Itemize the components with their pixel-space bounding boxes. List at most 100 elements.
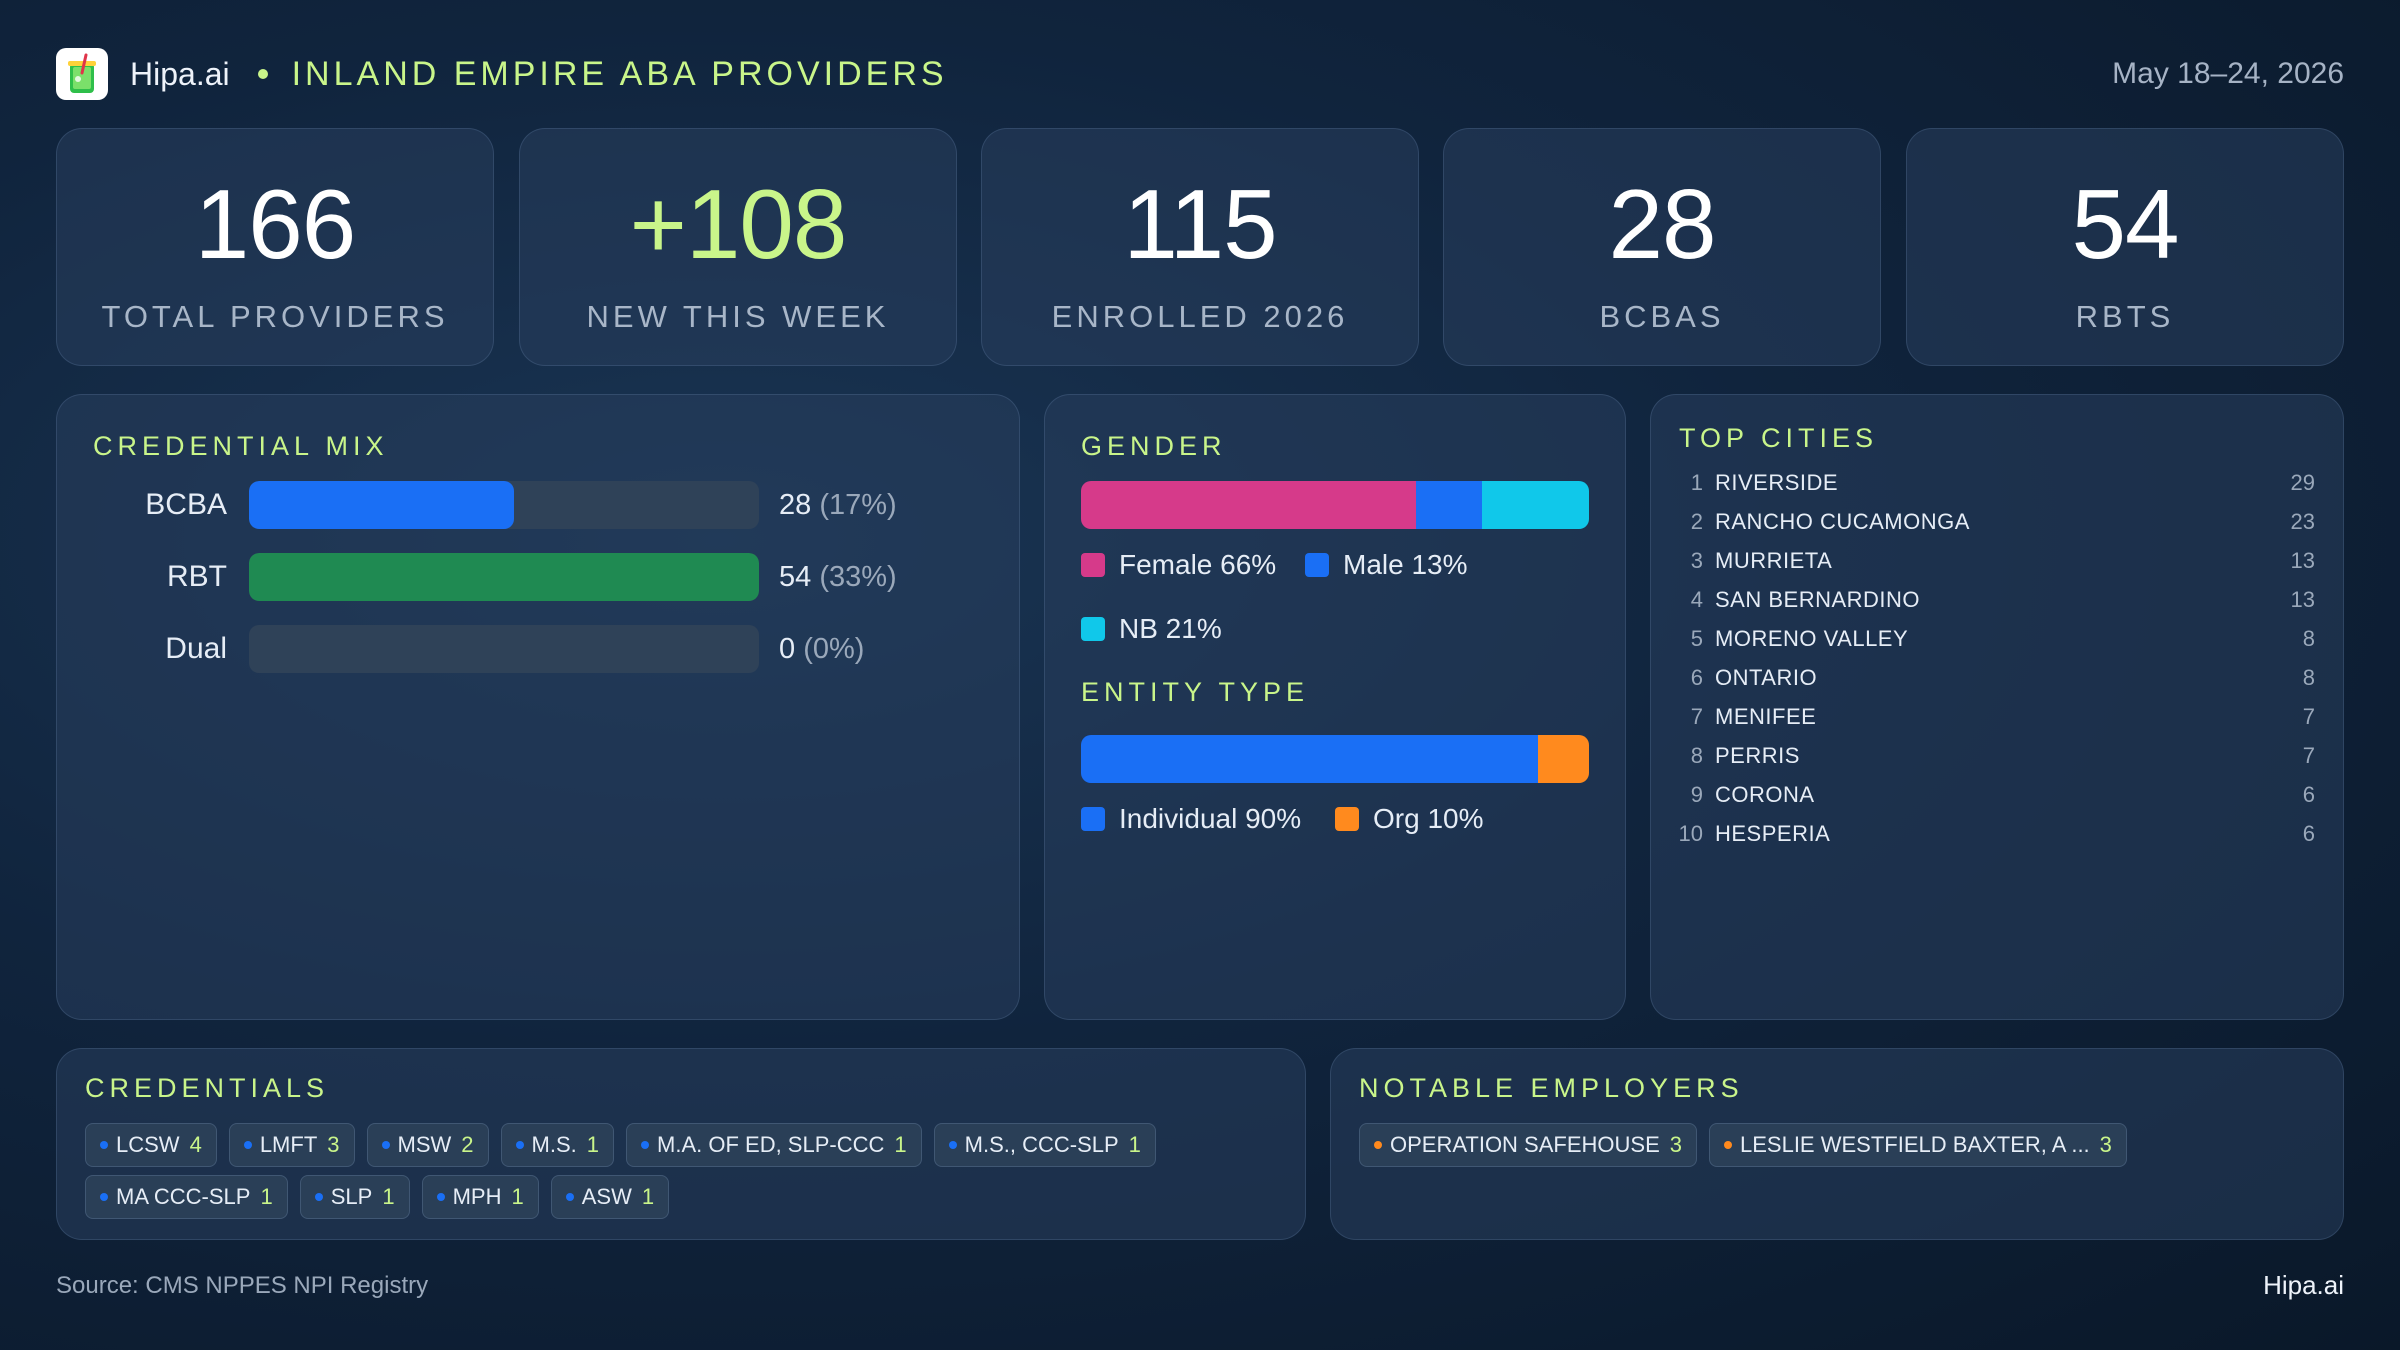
section-title: ENTITY TYPE — [1081, 677, 1310, 707]
credential-bar-track — [249, 625, 759, 673]
chip-label: M.S., CCC-SLP — [964, 1132, 1119, 1157]
chip-dot-icon — [436, 1193, 445, 1201]
chip-label: OPERATION SAFEHOUSE — [1390, 1132, 1660, 1157]
credential-count: 0 — [779, 632, 796, 665]
credential-chip: M.S., CCC-SLP 1 — [933, 1123, 1156, 1167]
chip-dot-icon — [565, 1193, 574, 1201]
chip-dot-icon — [100, 1141, 108, 1149]
chip-label: LCSW — [116, 1132, 180, 1157]
entity-type-segment — [1081, 735, 1539, 783]
credential-label: BCBA — [145, 488, 227, 521]
kpi-card-total-providers: 166 TOTAL PROVIDERS — [56, 128, 494, 366]
chip-label: ASW — [581, 1184, 632, 1209]
credential-count: 28 — [779, 488, 812, 521]
brand-name: Hipa.ai — [130, 55, 230, 92]
credential-bar-track — [249, 481, 759, 529]
city-count: 7 — [2302, 742, 2315, 768]
credential-bar-track — [249, 553, 759, 601]
city-rank: 6 — [1690, 664, 1703, 690]
legend-label: NB 21% — [1119, 613, 1222, 644]
kpi-label: BCBAS — [1599, 299, 1725, 334]
chip-label: SLP — [330, 1184, 373, 1209]
legend-individual: Individual 90% — [1081, 803, 1301, 835]
kpi-card-enrolled-2026: 115 ENROLLED 2026 — [981, 128, 1419, 366]
city-count: 6 — [2302, 781, 2315, 807]
city-row: 7 MENIFEE 7 — [1677, 697, 2315, 736]
dashboard-title: INLAND EMPIRE ABA PROVIDERS — [291, 54, 948, 93]
kpi-value: +108 — [629, 169, 848, 279]
credential-label: RBT — [167, 560, 227, 593]
credential-value: 28 (17%) — [779, 489, 897, 522]
city-rank: 9 — [1690, 781, 1703, 807]
kpi-value: 166 — [194, 169, 357, 279]
credential-bar-fill — [249, 481, 515, 529]
city-name: PERRIS — [1715, 742, 1800, 768]
drink-icon — [68, 53, 96, 93]
credential-chip: LCSW 4 — [85, 1123, 217, 1167]
legend-swatch — [1081, 807, 1105, 831]
credential-row-dual: Dual 0 (0%) — [93, 625, 864, 673]
city-name: RIVERSIDE — [1715, 469, 1839, 495]
employer-chip: LESLIE WESTFIELD BAXTER, A ... 3 — [1709, 1123, 2127, 1167]
title-separator-dot — [257, 69, 268, 79]
chip-dot-icon — [641, 1141, 650, 1149]
kpi-card-bcbas: 28 BCBAS — [1443, 128, 1881, 366]
entity-type-segment — [1538, 735, 1589, 783]
chip-count: 3 — [1669, 1132, 1682, 1157]
credential-percent: (33%) — [819, 560, 897, 593]
chip-dot-icon — [314, 1193, 323, 1201]
city-row: 4 SAN BERNARDINO 13 — [1677, 580, 2315, 619]
credential-percent: (17%) — [819, 488, 897, 521]
chip-dot-icon — [1374, 1141, 1382, 1149]
gender-stacked-bar — [1081, 481, 1589, 529]
chip-dot-icon — [1724, 1141, 1732, 1149]
kpi-card-rbts: 54 RBTS — [1906, 128, 2344, 366]
gender-entity-panel: GENDER Female 66% Male 13% NB 21% ENTITY… — [1044, 394, 1626, 1020]
notable-employers-panel: NOTABLE EMPLOYERS OPERATION SAFEHOUSE 3 LE… — [1330, 1048, 2344, 1240]
credentials-panel: CREDENTIALS LCSW 4 LMFT 3 MSW 2 M.S. 1 M.A. OF E… — [56, 1048, 1306, 1240]
legend-female: Female 66% — [1081, 549, 1276, 581]
footer-brand: Hipa.ai — [2263, 1270, 2344, 1300]
source-note: Source: CMS NPPES NPI Registry — [56, 1272, 429, 1299]
credential-chip: M.S. 1 — [500, 1123, 615, 1167]
city-rank: 1 — [1690, 469, 1703, 495]
kpi-card-new-this-week: +108 NEW THIS WEEK — [519, 128, 957, 366]
employer-chip: OPERATION SAFEHOUSE 3 — [1359, 1123, 1697, 1167]
legend-org: Org 10% — [1335, 803, 1484, 835]
city-name: MENIFEE — [1715, 703, 1817, 729]
chip-count: 3 — [2099, 1132, 2112, 1157]
chip-count: 1 — [894, 1132, 907, 1157]
gender-segment — [1482, 481, 1589, 529]
credential-value: 54 (33%) — [779, 561, 897, 594]
kpi-label: NEW THIS WEEK — [586, 299, 890, 334]
legend-male: Male 13% — [1305, 549, 1468, 581]
kpi-value: 115 — [1123, 169, 1277, 279]
city-rank: 2 — [1690, 508, 1703, 534]
app-logo — [56, 48, 108, 100]
chip-count: 4 — [189, 1132, 202, 1157]
credential-chip: MA CCC-SLP 1 — [85, 1175, 288, 1219]
chip-count: 1 — [260, 1184, 273, 1209]
chip-count: 1 — [1128, 1132, 1141, 1157]
credential-row-rbt: RBT 54 (33%) — [93, 553, 897, 601]
city-count: 7 — [2302, 703, 2315, 729]
legend-swatch — [1305, 553, 1329, 577]
city-count: 23 — [2290, 508, 2315, 534]
chip-label: MSW — [397, 1132, 452, 1157]
chip-count: 1 — [382, 1184, 395, 1209]
credential-percent: (0%) — [803, 632, 865, 665]
credential-chip: MSW 2 — [366, 1123, 489, 1167]
section-title: CREDENTIAL MIX — [93, 431, 389, 461]
city-name: ONTARIO — [1715, 664, 1818, 690]
credential-mix-panel: CREDENTIAL MIX BCBA 28 (17%) RBT 54 (33%… — [56, 394, 1020, 1020]
chip-dot-icon — [243, 1141, 252, 1149]
gender-segment — [1081, 481, 1417, 529]
credential-count: 54 — [779, 560, 812, 593]
chip-count: 1 — [586, 1132, 600, 1157]
gender-segment — [1416, 481, 1483, 529]
chip-label: LESLIE WESTFIELD BAXTER, A ... — [1740, 1132, 2090, 1157]
credential-bar-fill — [249, 553, 759, 601]
city-count: 6 — [2302, 820, 2315, 846]
city-row: 6 ONTARIO 8 — [1677, 658, 2315, 697]
employer-chip-list: OPERATION SAFEHOUSE 3 LESLIE WESTFIELD BAX… — [1359, 1123, 2323, 1167]
